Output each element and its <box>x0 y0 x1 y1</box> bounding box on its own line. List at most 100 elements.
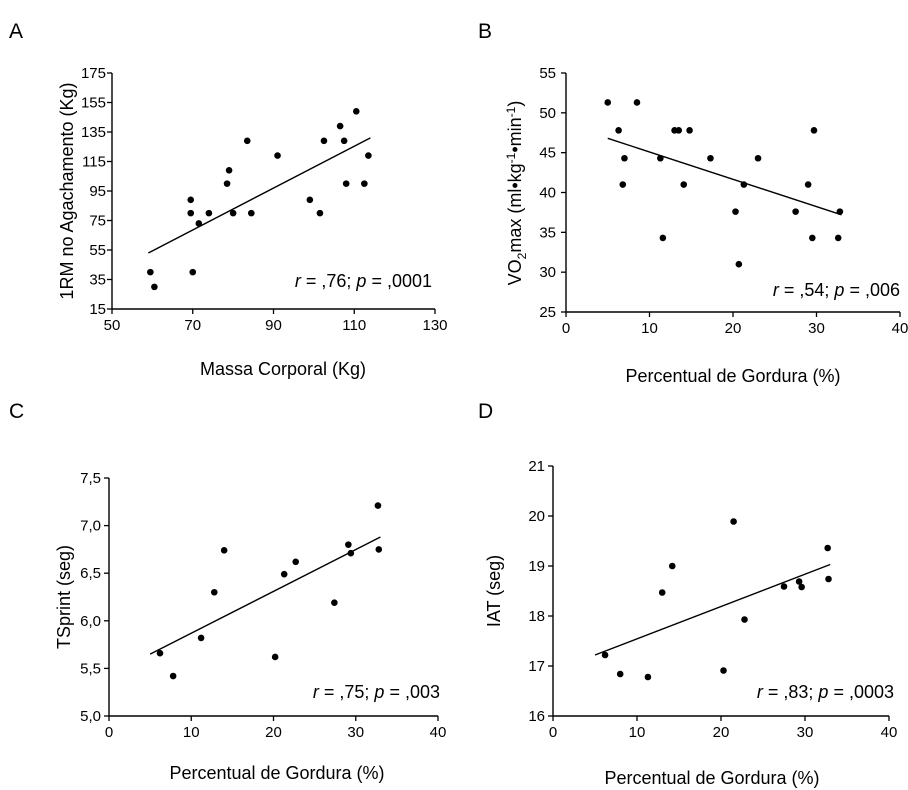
y-axis-title-part: -1 <box>504 106 518 117</box>
y-axis-title: VO2max (ml•kg-1•min-1) <box>504 101 529 286</box>
data-point <box>271 653 279 661</box>
data-point <box>658 589 666 596</box>
data-point <box>361 180 368 187</box>
y-axis-title: IAT (seg) <box>484 555 504 627</box>
data-point <box>810 127 818 134</box>
data-point <box>732 208 739 215</box>
x-axis-title: Percentual de Gordura (%) <box>604 768 819 788</box>
y-tick-label: 75 <box>89 213 106 230</box>
x-tick-label: 20 <box>713 724 730 741</box>
annotation-text: r <box>757 682 764 702</box>
data-point <box>375 546 383 553</box>
data-point <box>189 268 197 276</box>
x-tick-label: 0 <box>562 320 570 337</box>
data-point <box>247 209 255 217</box>
y-axis-title-part: VO <box>505 259 525 285</box>
annotation-value: ,0001 <box>387 271 432 291</box>
data-point <box>686 127 693 134</box>
annotation-value: ,54 <box>799 280 824 300</box>
y-axis-title-part: •min <box>505 117 525 152</box>
x-tick-label: 30 <box>347 724 364 741</box>
annotation-text: = <box>319 682 340 702</box>
annotation-text: = <box>828 682 849 702</box>
data-point <box>352 108 360 115</box>
data-point <box>615 127 622 134</box>
data-point <box>306 196 314 204</box>
annotation-text: = <box>763 682 784 702</box>
data-point <box>730 518 737 525</box>
y-tick-label: 19 <box>528 558 545 575</box>
data-point <box>741 616 748 623</box>
data-point <box>619 181 627 188</box>
annotation-text: r <box>295 271 302 291</box>
y-tick-label: 20 <box>528 508 545 525</box>
regression-line <box>148 137 371 254</box>
annotation-text: p <box>355 271 366 291</box>
x-tick-label: 30 <box>797 724 814 741</box>
x-tick-label: 10 <box>183 724 200 741</box>
data-point <box>195 220 203 227</box>
panel-d: D 0 10 20 30 40 16 17 18 19 20 21 Percentual de Gord… <box>478 400 897 788</box>
data-point <box>229 209 237 217</box>
y-axis-title: 1RM no Agachamento (Kg) <box>57 82 77 299</box>
x-tick-label: 10 <box>629 724 646 741</box>
x-tick-label: 0 <box>105 724 113 741</box>
x-tick-label: 10 <box>641 320 658 337</box>
annotation-value: ,003 <box>405 682 440 702</box>
annotation-text: ; <box>346 271 356 291</box>
annotation-text: p <box>833 280 844 300</box>
x-tick-label: 110 <box>342 317 366 334</box>
panel-a: A 50 70 90 110 130 15 35 55 75 95 115 135 155 175 Massa… <box>9 20 448 379</box>
correlation-annotation: r = ,54; p = ,006 <box>773 280 900 300</box>
annotation-value: ,0003 <box>849 682 894 702</box>
data-point <box>316 209 324 217</box>
data-point <box>280 570 288 578</box>
data-point <box>197 634 205 642</box>
x-axis-title: Percentual de Gordura (%) <box>625 366 840 386</box>
panel-letter: C <box>9 400 24 423</box>
y-tick-label: 25 <box>539 304 556 321</box>
panel-letter: B <box>478 20 492 43</box>
data-point <box>345 541 352 548</box>
x-tick-label: 0 <box>549 724 557 741</box>
y-axis-title: TSprint (seg) <box>54 545 74 649</box>
annotation-value: ,75 <box>339 682 364 702</box>
y-tick-label: 95 <box>89 183 106 200</box>
x-tick-label: 70 <box>184 317 201 334</box>
y-axis-title-part: 2 <box>515 252 529 259</box>
x-tick-label: 40 <box>881 724 898 741</box>
data-point <box>292 558 300 566</box>
data-point <box>342 180 350 187</box>
correlation-annotation: r = ,75; p = ,003 <box>313 682 440 702</box>
y-tick-label: 21 <box>528 458 545 475</box>
data-point <box>331 599 338 607</box>
y-tick-label: 30 <box>539 264 556 281</box>
y-tick-label: 40 <box>539 185 556 202</box>
data-point <box>147 268 154 276</box>
data-point <box>633 99 641 106</box>
data-point <box>347 549 355 557</box>
data-point <box>735 260 743 268</box>
data-point <box>187 209 195 217</box>
data-point <box>720 667 727 674</box>
regression-line <box>594 563 831 656</box>
data-point <box>834 234 842 242</box>
y-tick-label: 6,5 <box>80 565 101 582</box>
data-point <box>187 196 195 204</box>
data-point <box>220 547 228 554</box>
correlation-annotation: r = ,83; p = ,0003 <box>757 682 894 702</box>
data-point <box>795 578 803 585</box>
annotation-text: ; <box>824 280 834 300</box>
data-point <box>601 651 609 659</box>
x-axis-title: Massa Corporal (Kg) <box>200 359 366 379</box>
data-point <box>320 137 328 145</box>
data-point <box>680 181 688 188</box>
y-tick-label: 135 <box>81 124 106 141</box>
data-point <box>243 137 251 145</box>
y-axis-title-part: ) <box>505 101 525 107</box>
data-point <box>621 154 628 162</box>
data-point <box>668 562 676 570</box>
y-tick-label: 7,0 <box>80 518 101 535</box>
x-tick-label: 20 <box>265 724 282 741</box>
data-point <box>340 137 348 145</box>
